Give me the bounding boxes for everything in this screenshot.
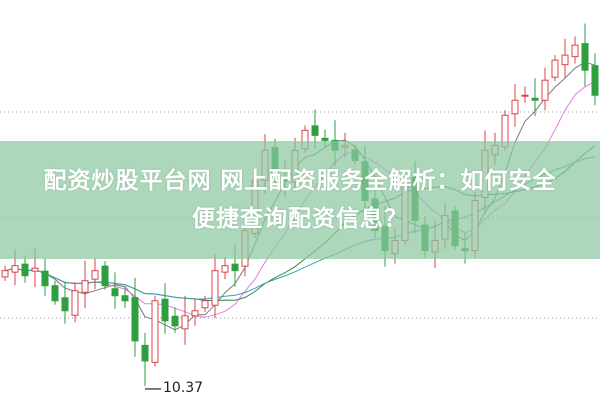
candle-body: [31, 267, 39, 272]
candle-body: [531, 97, 539, 101]
candle-body: [121, 295, 129, 302]
candle-body: [161, 298, 169, 322]
candle-body: [51, 285, 59, 302]
candle-body: [71, 290, 79, 316]
title-line-1: 配资炒股平台网 网上配资服务全解析：如何安全: [43, 168, 557, 194]
candle-body: [91, 270, 99, 280]
candle-body: [141, 344, 149, 362]
candle-body: [221, 265, 229, 273]
low-price-label: 10.37: [163, 379, 204, 396]
candle-body: [61, 297, 69, 312]
candle-body: [311, 125, 319, 136]
candle-body: [571, 44, 579, 58]
candle-body: [521, 94, 529, 97]
candle-body: [151, 300, 159, 363]
candle-body: [211, 270, 219, 306]
candle-body: [131, 297, 139, 342]
candle-body: [201, 300, 209, 309]
candle-body: [561, 54, 569, 66]
title-banner: 配资炒股平台网 网上配资服务全解析：如何安全 便捷查询配资信息？: [0, 141, 600, 259]
candle-body: [171, 315, 179, 327]
candle-body: [541, 79, 549, 101]
candle-body: [111, 288, 119, 297]
candle-body: [21, 263, 29, 277]
candle-body: [511, 99, 519, 115]
candle-body: [41, 270, 49, 287]
candle-body: [321, 137, 329, 141]
candle-body: [581, 43, 589, 71]
candle-body: [81, 280, 89, 293]
candle-body: [551, 59, 559, 78]
candle-body: [591, 65, 599, 96]
candle-body: [181, 315, 189, 330]
title-line-2: 便捷查询配资信息？: [192, 206, 408, 232]
candle-body: [231, 263, 239, 272]
candle-body: [101, 265, 109, 287]
candle-body: [11, 265, 19, 273]
candle-body: [191, 310, 199, 317]
candle-body: [1, 270, 9, 278]
